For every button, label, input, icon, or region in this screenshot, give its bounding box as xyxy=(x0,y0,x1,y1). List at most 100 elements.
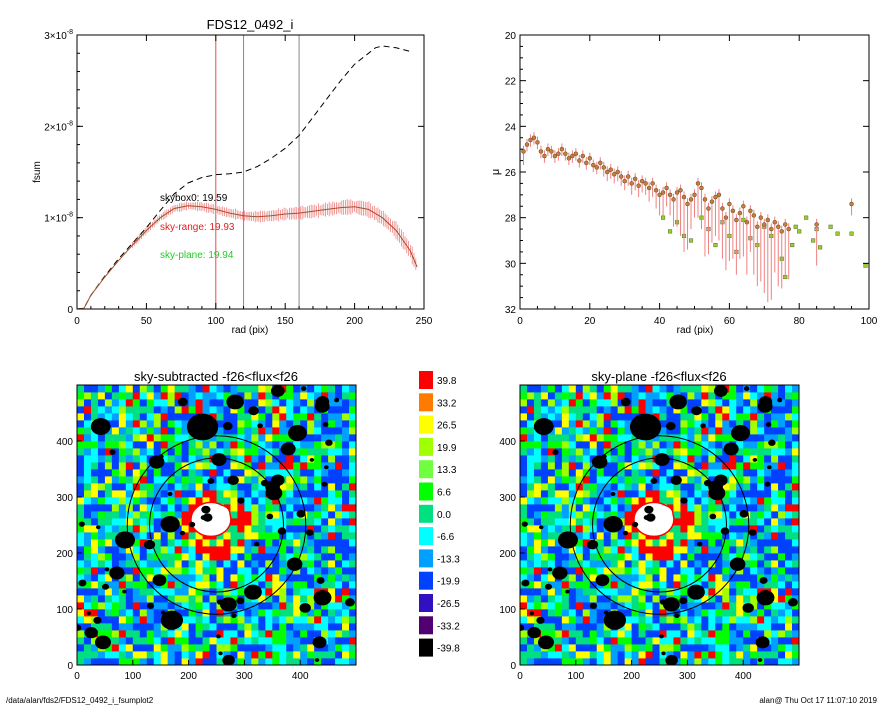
sky-subtracted-pixel xyxy=(223,462,231,470)
sky-subtracted-pixel xyxy=(160,434,169,442)
sky-subtracted-pixel xyxy=(118,476,127,484)
sky-subtracted-pixel xyxy=(314,441,322,449)
sky-subtracted-pixel xyxy=(160,644,169,652)
sky-subtracted-pixel xyxy=(104,581,113,589)
sky-subtracted-masked-source xyxy=(266,513,274,520)
sky-subtracted-pixel xyxy=(77,525,85,533)
sky-subtracted-pixel xyxy=(307,644,315,652)
sky-plane-pixel xyxy=(526,588,535,596)
sky-plane-pixel xyxy=(645,546,653,554)
sky-plane-pixel xyxy=(701,567,709,575)
sky-plane-pixel xyxy=(792,574,799,582)
mu-circle-point xyxy=(570,153,575,159)
sky-subtracted-pixel xyxy=(195,623,203,631)
sky-plane-pixel xyxy=(520,539,528,547)
sky-subtracted-pixel xyxy=(160,658,169,665)
sky-plane-pixel xyxy=(575,462,584,470)
sky-subtracted-pixel xyxy=(153,602,162,610)
sky-subtracted-pixel xyxy=(77,455,85,463)
sky-subtracted-pixel xyxy=(230,574,238,582)
mu-circle-point xyxy=(849,201,854,207)
sky-plane-pixel xyxy=(652,546,660,554)
sky-subtracted-pixel xyxy=(209,581,217,589)
sky-plane-pixel xyxy=(526,441,535,449)
sky-subtracted-pixel xyxy=(272,420,280,428)
sky-subtracted-pixel xyxy=(258,588,266,596)
sky-plane-pixel xyxy=(520,469,528,477)
sky-subtracted-pixel xyxy=(307,588,315,596)
sky-subtracted-pixel xyxy=(349,448,356,456)
sky-subtracted-pixel xyxy=(349,518,356,526)
sky-plane-pixel xyxy=(680,532,688,540)
sky-subtracted-pixel xyxy=(174,469,183,477)
sky-subtracted-pixel xyxy=(90,385,99,393)
sky-plane-pixel xyxy=(631,392,639,400)
sky-subtracted-pixel xyxy=(195,630,203,638)
sky-subtracted-pixel xyxy=(223,476,231,484)
sky-plane-pixel xyxy=(715,532,723,540)
sky-plane-pixel xyxy=(750,483,758,491)
sky-subtracted-pixel xyxy=(335,490,343,498)
sky-plane-pixel xyxy=(589,441,598,449)
sky-subtracted-pixel xyxy=(286,385,294,393)
sky-subtracted-pixel xyxy=(77,504,85,512)
sky-plane-pixel xyxy=(694,434,702,442)
sky-subtracted-masked-source xyxy=(94,635,112,650)
sky-subtracted-pixel xyxy=(188,455,196,463)
sky-subtracted-pixel xyxy=(272,616,280,624)
sky-subtracted-pixel xyxy=(265,651,273,659)
sky-plane-pixel xyxy=(715,518,723,526)
sky-plane-pixel xyxy=(533,567,542,575)
sky-subtracted-pixel xyxy=(174,651,183,659)
sky-plane-pixel xyxy=(554,546,563,554)
sky-plane-pixel xyxy=(533,637,542,645)
sky-subtracted-pixel xyxy=(160,427,169,435)
sky-plane-pixel xyxy=(764,553,772,561)
sky-plane-pixel xyxy=(701,385,709,393)
sky-plane-pixel xyxy=(715,511,723,519)
sky-plane-pixel xyxy=(568,553,577,561)
sky-plane-pixel xyxy=(526,490,535,498)
sky-plane-pixel xyxy=(778,595,786,603)
sky-plane-pixel xyxy=(687,511,695,519)
sky-plane-pixel xyxy=(596,406,605,414)
sky-subtracted-pixel xyxy=(300,616,308,624)
sky-subtracted-pixel xyxy=(83,539,92,547)
sky-subtracted-pixel xyxy=(342,420,350,428)
sky-plane-pixel xyxy=(673,490,681,498)
mu-circle-point xyxy=(611,172,617,177)
sky-plane-masked-source xyxy=(758,396,773,408)
sky-subtracted-pixel xyxy=(230,651,238,659)
sky-plane-pixel xyxy=(645,469,653,477)
sky-plane-pixel xyxy=(792,581,799,589)
sky-plane-pixel xyxy=(701,581,709,589)
sky-plane-pixel xyxy=(771,581,779,589)
sky-subtracted-pixel xyxy=(118,616,127,624)
sky-subtracted-pixel xyxy=(258,427,266,435)
sky-plane-pixel xyxy=(589,413,598,421)
sky-plane-pixel xyxy=(575,413,584,421)
sky-subtracted-pixel xyxy=(265,525,273,533)
sky-subtracted-pixel xyxy=(160,637,169,645)
sky-subtracted-pixel xyxy=(286,546,294,554)
sky-subtracted-pixel xyxy=(258,609,266,617)
sky-plane-pixel xyxy=(680,609,688,617)
sky-subtracted-pixel xyxy=(335,406,343,414)
sky-plane-pixel xyxy=(687,532,695,540)
sky-plane-pixel xyxy=(750,567,758,575)
sky-plane-pixel xyxy=(575,567,584,575)
sky-subtracted-pixel xyxy=(251,399,259,407)
sky-plane-pixel xyxy=(659,441,667,449)
sky-plane-pixel xyxy=(561,609,570,617)
sky-plane-pixel xyxy=(750,595,758,603)
sky-plane-pixel xyxy=(715,406,723,414)
sky-plane-pixel xyxy=(589,567,598,575)
sky-subtracted-pixel xyxy=(195,406,203,414)
sky-subtracted-pixel xyxy=(90,448,99,456)
sky-subtracted-masked-source xyxy=(254,541,260,547)
sky-plane-pixel xyxy=(694,658,702,665)
sky-plane-pixel xyxy=(589,497,598,505)
sky-subtracted-pixel xyxy=(328,525,336,533)
sky-plane-pixel xyxy=(701,630,709,638)
sky-subtracted-pixel xyxy=(328,574,336,582)
